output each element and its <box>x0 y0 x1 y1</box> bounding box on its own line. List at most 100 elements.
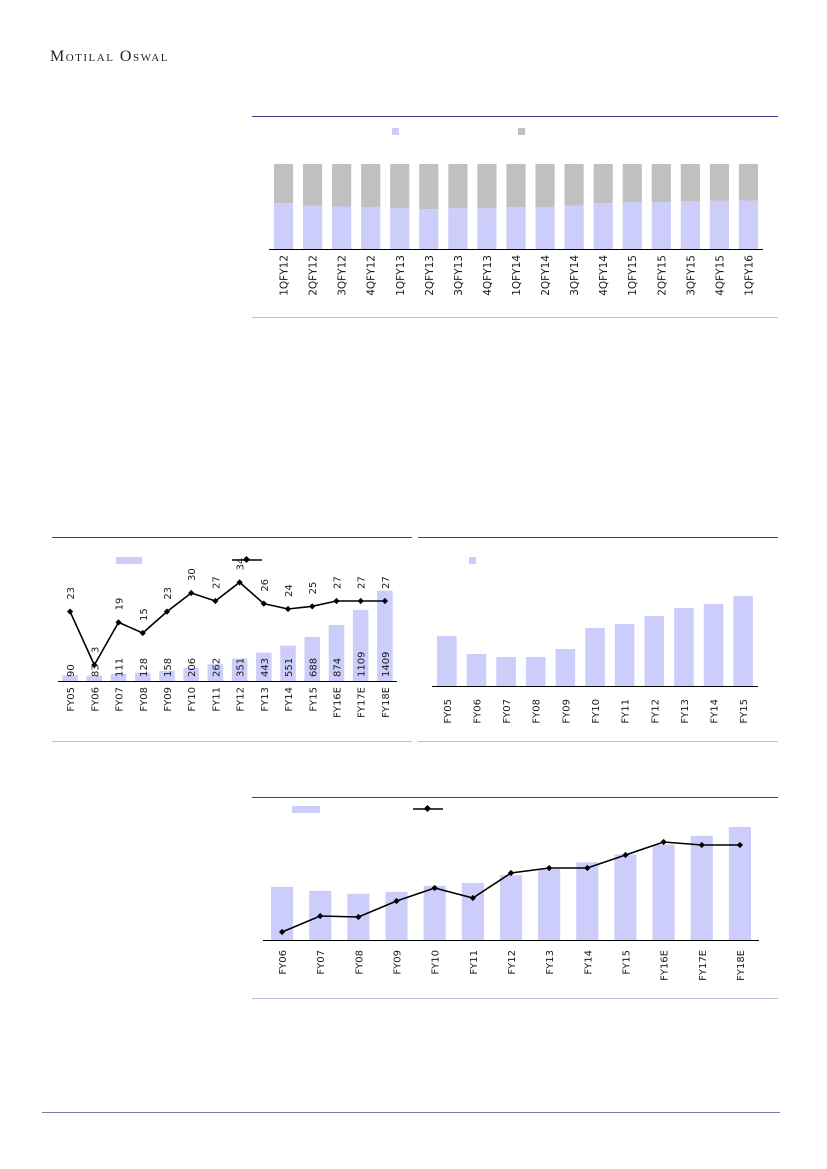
bar <box>183 667 199 681</box>
bar <box>644 616 665 686</box>
bar <box>135 672 151 681</box>
bar <box>256 652 272 681</box>
bar-segment-series-2 <box>622 164 642 203</box>
bar <box>62 675 78 681</box>
line-point <box>357 597 364 605</box>
x-tick-label: FY07 <box>502 699 513 724</box>
x-tick-label: FY14 <box>710 699 721 724</box>
x-tick-label: 4QFY14 <box>598 255 610 296</box>
bar-segment-series-2 <box>506 164 526 208</box>
bar-segment-series-1 <box>390 208 410 249</box>
panel-top-rule <box>52 537 412 538</box>
bar-segment-series-2 <box>593 164 613 204</box>
x-tick-label: FY09 <box>393 950 404 975</box>
quarterly-stacked-chart: 1QFY12 2QFY12 3QFY12 4QFY12 1QFY13 2QFY13 3QFY… <box>269 164 763 296</box>
x-tick-label: 1QFY16 <box>743 255 755 296</box>
bar <box>423 885 446 940</box>
panel-bottom-rule <box>252 998 778 999</box>
panel-top-rule <box>252 797 778 798</box>
x-tick-label: 1QFY13 <box>395 255 407 296</box>
bar-segment-series-2 <box>419 164 439 210</box>
legend-line-marker <box>413 804 443 813</box>
bar <box>280 645 296 681</box>
x-tick-label: 3QFY14 <box>569 255 581 296</box>
line-point <box>507 869 515 877</box>
bar-segment-series-2 <box>302 164 323 206</box>
bar-segment-series-2 <box>448 164 468 209</box>
x-tick-label: FY12 <box>236 687 247 712</box>
legend-swatch-bars <box>292 806 320 813</box>
bar-segment-series-1 <box>738 200 759 249</box>
bar <box>437 636 457 686</box>
bar <box>231 658 248 681</box>
x-tick-label: FY09 <box>561 699 572 724</box>
x-tick-label: FY09 <box>163 687 174 712</box>
bar-segment-series-1 <box>622 202 642 249</box>
bar <box>110 673 127 681</box>
x-tick-label: FY17E <box>698 950 709 981</box>
x-tick-label: FY13 <box>680 699 691 724</box>
bar-segment-series-2 <box>361 164 381 208</box>
bar-segment-series-2 <box>273 164 294 204</box>
bar <box>674 608 694 686</box>
bar-segment-series-1 <box>419 209 439 249</box>
bar <box>377 590 393 681</box>
bar-data-label: 128 <box>139 658 150 677</box>
line-point <box>309 603 316 610</box>
bar-segment-series-2 <box>680 164 700 202</box>
x-tick-label: FY07 <box>316 950 327 975</box>
panel-bottom-rule <box>418 741 778 742</box>
bar <box>328 624 345 681</box>
x-tick-label: FY11 <box>211 687 222 712</box>
line-data-label: 23 <box>66 587 77 600</box>
bar-segment-series-2 <box>564 164 584 206</box>
x-tick-label: FY12 <box>507 950 518 975</box>
line-data-label: 23 <box>163 587 174 600</box>
series-line <box>69 581 385 667</box>
x-tick-label: FY11 <box>621 699 632 724</box>
bar-segment-series-1 <box>535 207 555 249</box>
legend-swatch-bars <box>116 557 142 564</box>
chart-panel-annual-bar-line: 90 83 111 128 158 206 262 351 443 551 688 874 1109 14… <box>52 537 412 743</box>
line-data-label: 30 <box>187 568 198 581</box>
x-tick-label: FY10 <box>187 687 198 712</box>
x-tick-label: FY06 <box>472 699 483 724</box>
bar <box>585 628 605 686</box>
bar <box>525 657 546 686</box>
legend-swatch-series-2 <box>518 128 525 135</box>
x-tick-label: 4QFY15 <box>714 255 726 296</box>
panel-top-rule <box>252 116 778 117</box>
x-tick-label: 1QFY15 <box>627 255 639 296</box>
x-tick-label: FY05 <box>66 687 77 712</box>
line-data-label: 27 <box>332 576 343 589</box>
x-tick-label: 2QFY13 <box>424 255 436 296</box>
x-tick-label: FY06 <box>90 687 101 712</box>
x-tick-label: FY15 <box>739 699 750 724</box>
bar-data-label: 83 <box>90 664 101 677</box>
x-tick-label: FY16E <box>660 950 671 981</box>
bar-segment-series-2 <box>477 164 497 209</box>
x-tick-label: FY15 <box>308 687 319 712</box>
line-data-label: 27 <box>381 576 392 589</box>
line-data-label: 15 <box>139 608 150 621</box>
line-point <box>660 838 667 846</box>
bar <box>728 826 751 940</box>
bar-segment-series-2 <box>738 164 759 201</box>
bar <box>496 657 516 686</box>
bar-data-label: 1409 <box>381 652 392 677</box>
x-tick-label: 4QFY12 <box>366 255 378 296</box>
line-data-label: 24 <box>284 584 295 597</box>
bar <box>733 596 753 686</box>
legend-swatch-bars <box>469 557 476 564</box>
line-point <box>115 619 122 626</box>
x-tick-label: FY13 <box>260 687 271 712</box>
panel-bottom-rule <box>252 317 778 318</box>
x-tick-label: FY18E <box>736 950 747 981</box>
x-tick-label: FY10 <box>431 950 442 975</box>
annual-bar-line-chart: 90 83 111 128 158 206 262 351 443 551 688 874 1109 14… <box>58 558 397 718</box>
bar-segment-series-1 <box>477 208 497 249</box>
annual-bar-line-chart-2: FY06 FY07 FY08 FY09 FY10 FY11 FY12 FY13 FY14 FY15… <box>263 826 759 981</box>
x-tick-label: 3QFY12 <box>337 255 349 296</box>
x-tick-label: 4QFY13 <box>482 255 494 296</box>
bar <box>652 844 675 940</box>
